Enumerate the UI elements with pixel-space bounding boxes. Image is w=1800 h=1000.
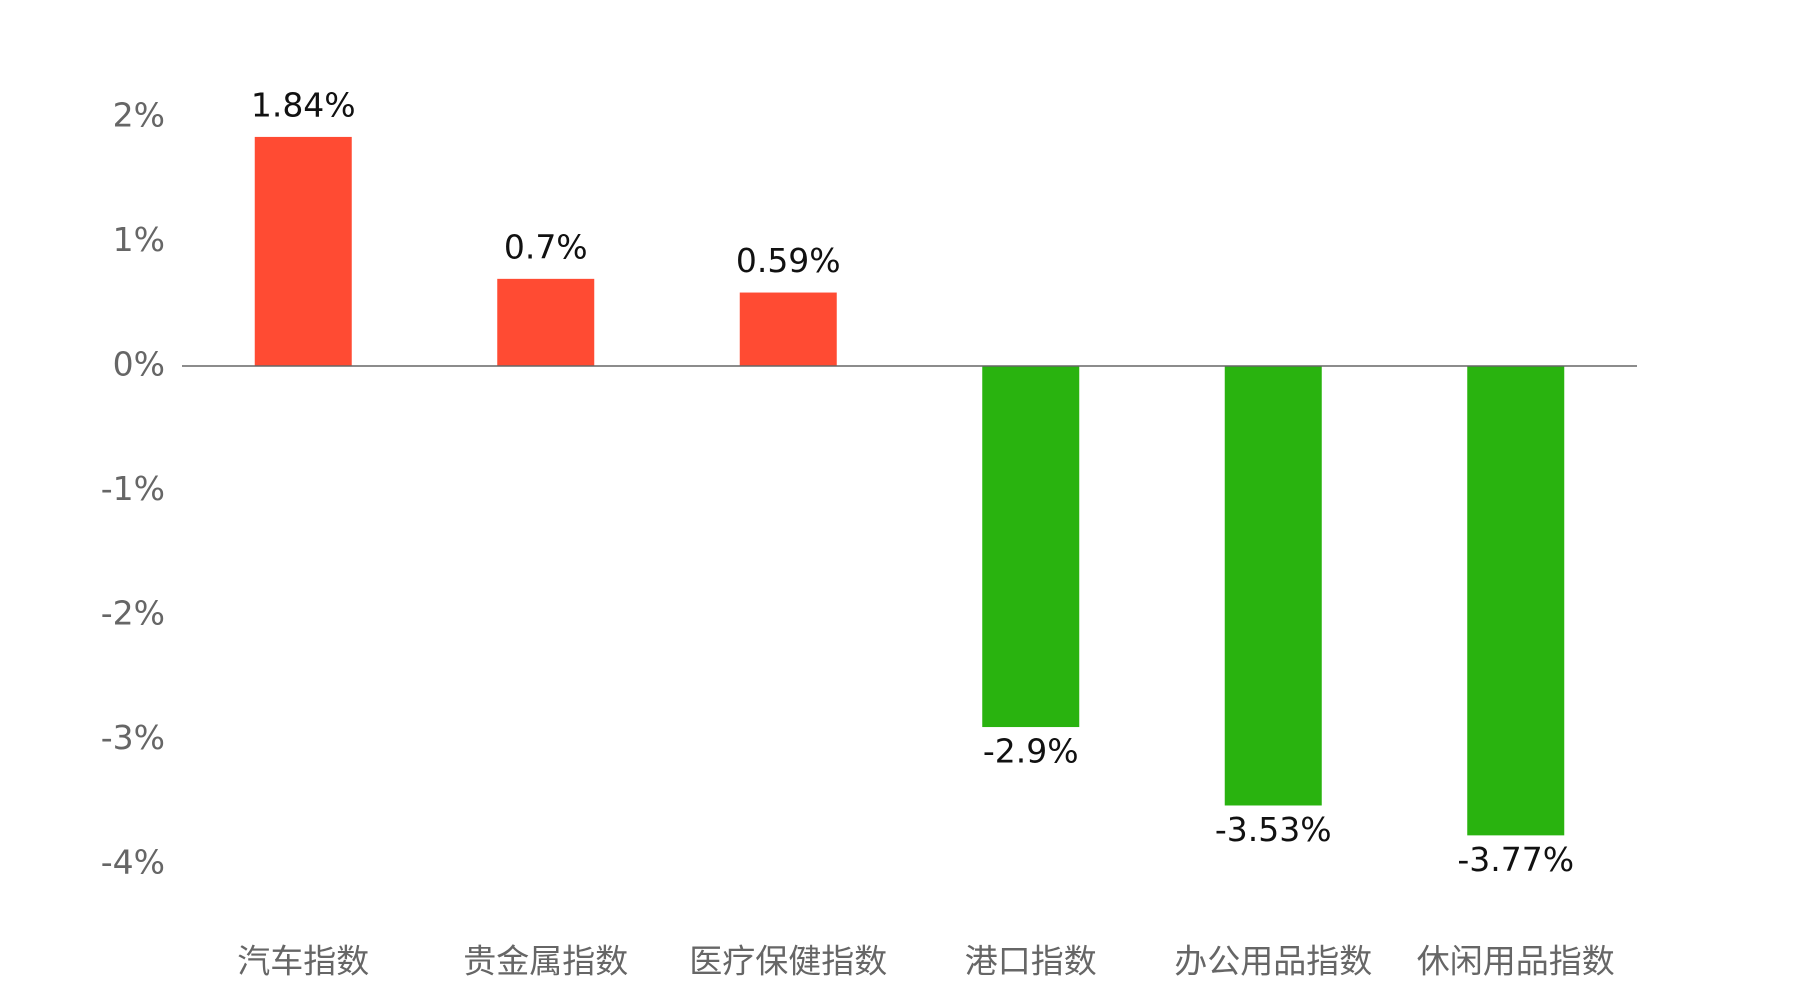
bar (1224, 366, 1322, 806)
y-tick-label: 1% (113, 220, 165, 259)
x-tick-label: 港口指数 (965, 942, 1097, 981)
bar (254, 136, 352, 366)
value-label: 0.59% (736, 241, 841, 280)
y-tick-label: -1% (101, 469, 165, 508)
x-tick-label: 医疗保健指数 (689, 942, 887, 981)
x-tick-label: 贵金属指数 (463, 942, 628, 981)
bar (1467, 366, 1565, 836)
y-tick-label: -2% (101, 594, 165, 633)
value-label: -3.53% (1215, 810, 1332, 849)
x-tick-label: 办公用品指数 (1174, 942, 1372, 981)
y-tick-label: -4% (101, 843, 165, 882)
value-label: -2.9% (983, 732, 1079, 771)
value-label: -3.77% (1457, 840, 1574, 879)
bar (497, 278, 595, 366)
y-tick-label: 2% (113, 96, 165, 135)
value-label: 0.7% (504, 227, 588, 266)
y-tick-label: 0% (113, 345, 165, 384)
y-tick-label: -3% (101, 718, 165, 757)
x-tick-label: 汽车指数 (237, 942, 369, 981)
x-tick-label: 休闲用品指数 (1417, 942, 1615, 981)
bar (982, 366, 1080, 728)
bar (739, 292, 837, 366)
value-label: 1.84% (251, 85, 356, 124)
